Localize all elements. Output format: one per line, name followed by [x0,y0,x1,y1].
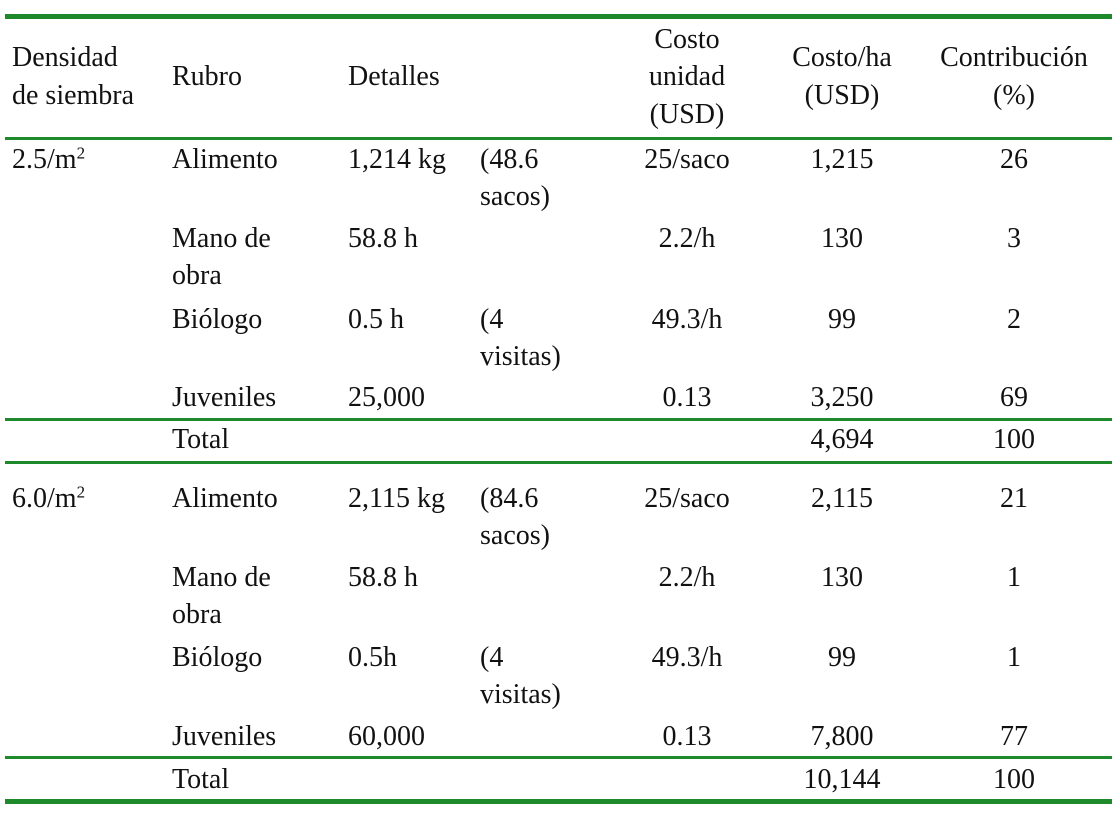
cost-ha-cell: 130 [821,223,863,254]
header-unit-cost-line2: unidad [648,61,726,92]
detail-cell: 0.5 h [348,304,404,335]
item-cell-line2: obra [172,260,222,291]
bottom-rule [5,799,1112,804]
item-cell: Biólogo [172,304,263,335]
header-cost-ha-line1: Costo/ha [792,42,892,73]
top-rule [5,14,1112,19]
contribution-cell: 1 [1007,562,1021,593]
contribution-cell: 2 [1007,304,1021,335]
unit-cost-cell: 25/saco [644,144,730,175]
item-cell-line2: obra [172,599,222,630]
item-cell: Alimento [172,483,278,514]
detail-cell: 58.8 h [348,562,418,593]
cost-ha-cell: 2,115 [811,483,873,514]
detail-cell: 60,000 [348,721,425,752]
header-details: Detalles [348,61,440,92]
item-cell: Juveniles [172,382,277,413]
total-contribution: 100 [993,424,1035,455]
header-contribution-line1: Contribución [940,42,1088,73]
header-rule [5,137,1112,140]
header-density-line2: de siembra [12,80,135,111]
unit-cost-cell: 0.13 [662,721,712,752]
item-cell: Alimento [172,144,278,175]
unit-cost-cell: 2.2/h [658,223,716,254]
cost-ha-cell: 99 [828,304,856,335]
item-cell-line1: Mano de [172,223,271,254]
cost-ha-cell: 7,800 [810,721,874,752]
contribution-cell: 1 [1007,642,1021,673]
detail-cell: 58.8 h [348,223,418,254]
note-cell-line2: visitas) [480,341,561,372]
contribution-cell: 21 [1000,483,1028,514]
total-contribution: 100 [993,764,1035,795]
header-unit-cost-line1: Costo [654,24,720,55]
header-density-line1: Densidad [12,42,118,73]
group1-rows-rule [5,418,1112,421]
note-cell-line1: (48.6 [480,144,539,175]
density-exponent: 2 [76,143,86,163]
total-label: Total [172,424,230,455]
header-item: Rubro [172,61,242,92]
header-contribution-line2: (%) [993,80,1035,111]
cost-ha-cell: 3,250 [810,382,874,413]
unit-cost-cell: 2.2/h [658,562,716,593]
detail-cell: 0.5h [348,642,397,673]
header-unit-cost-line3: (USD) [649,99,725,130]
note-cell-line2: sacos) [480,520,550,551]
contribution-cell: 69 [1000,382,1028,413]
contribution-cell: 26 [1000,144,1028,175]
density-value: 2.5/m [12,144,77,175]
cost-ha-cell: 99 [828,642,856,673]
group1-total-rule [5,461,1112,464]
detail-cell: 1,214 kg [348,144,446,175]
item-cell: Juveniles [172,721,277,752]
item-cell-line1: Mano de [172,562,271,593]
header-cost-ha-line2: (USD) [804,80,880,111]
cost-ha-cell: 130 [821,562,863,593]
density-label: 2.5/m2 [12,142,85,178]
total-cost-ha: 4,694 [810,424,874,455]
unit-cost-cell: 49.3/h [651,642,723,673]
note-cell-line2: sacos) [480,181,550,212]
note-cell-line2: visitas) [480,679,561,710]
unit-cost-cell: 49.3/h [651,304,723,335]
note-cell-line1: (84.6 [480,483,539,514]
unit-cost-cell: 25/saco [644,483,730,514]
contribution-cell: 3 [1007,223,1021,254]
unit-cost-cell: 0.13 [662,382,712,413]
density-exponent: 2 [76,482,86,502]
contribution-cell: 77 [1000,721,1028,752]
density-label: 6.0/m2 [12,481,85,517]
detail-cell: 2,115 kg [348,483,445,514]
detail-cell: 25,000 [348,382,425,413]
total-label: Total [172,764,230,795]
cost-ha-cell: 1,215 [810,144,874,175]
total-cost-ha: 10,144 [803,764,881,795]
note-cell-line1: (4 [480,304,504,335]
item-cell: Biólogo [172,642,263,673]
group2-rows-rule [5,756,1112,759]
density-value: 6.0/m [12,483,77,514]
note-cell-line1: (4 [480,642,504,673]
